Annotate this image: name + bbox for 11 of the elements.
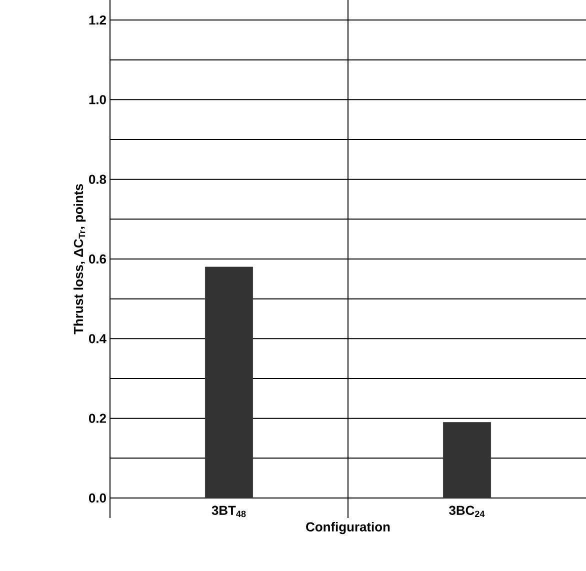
- x-axis-title: Configuration: [306, 522, 390, 534]
- y-tick-label: 1.2: [89, 15, 106, 25]
- y-tick-label: 0.8: [88, 174, 106, 184]
- y-axis-title: Thrust loss, ΔC$_{Tr}$, points: [74, 184, 86, 334]
- y-tick-label: 0.6: [88, 254, 106, 264]
- y-tick-label: 1.0: [89, 95, 106, 104]
- y-tick-label: 0.2: [88, 414, 106, 423]
- y-tick-label: 0.0: [88, 493, 106, 503]
- x-tick-label: 3BC$_{24}$: [449, 506, 485, 518]
- x-tick-label: 3BT$_{48}$: [212, 506, 246, 518]
- y-tick-label: 0.4: [88, 334, 106, 344]
